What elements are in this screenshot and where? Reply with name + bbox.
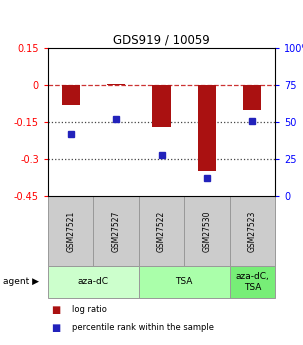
Bar (93, 196, 139, 266)
Bar (107, 84, 125, 85)
Text: GSM27523: GSM27523 (248, 210, 257, 252)
Text: GSM27530: GSM27530 (202, 210, 211, 252)
Bar (152, 85, 171, 127)
Text: ■: ■ (51, 305, 60, 315)
Bar (62, 85, 80, 105)
Text: GSM27521: GSM27521 (66, 210, 75, 252)
Text: percentile rank within the sample: percentile rank within the sample (72, 324, 214, 333)
Bar (139, 266, 230, 298)
Text: aza-dC: aza-dC (78, 277, 109, 286)
Bar (243, 85, 261, 110)
Text: log ratio: log ratio (72, 306, 107, 315)
Text: ■: ■ (51, 323, 60, 333)
Bar (198, 85, 216, 171)
Bar (48, 266, 139, 298)
Text: aza-dC,
TSA: aza-dC, TSA (235, 272, 269, 292)
Bar (48, 196, 93, 266)
Text: GSM27522: GSM27522 (157, 210, 166, 252)
Title: GDS919 / 10059: GDS919 / 10059 (113, 34, 210, 47)
Bar (184, 196, 230, 266)
Text: TSA: TSA (175, 277, 193, 286)
Bar (139, 196, 184, 266)
Text: agent ▶: agent ▶ (3, 277, 39, 286)
Bar (230, 196, 275, 266)
Text: GSM27527: GSM27527 (112, 210, 121, 252)
Bar (230, 266, 275, 298)
